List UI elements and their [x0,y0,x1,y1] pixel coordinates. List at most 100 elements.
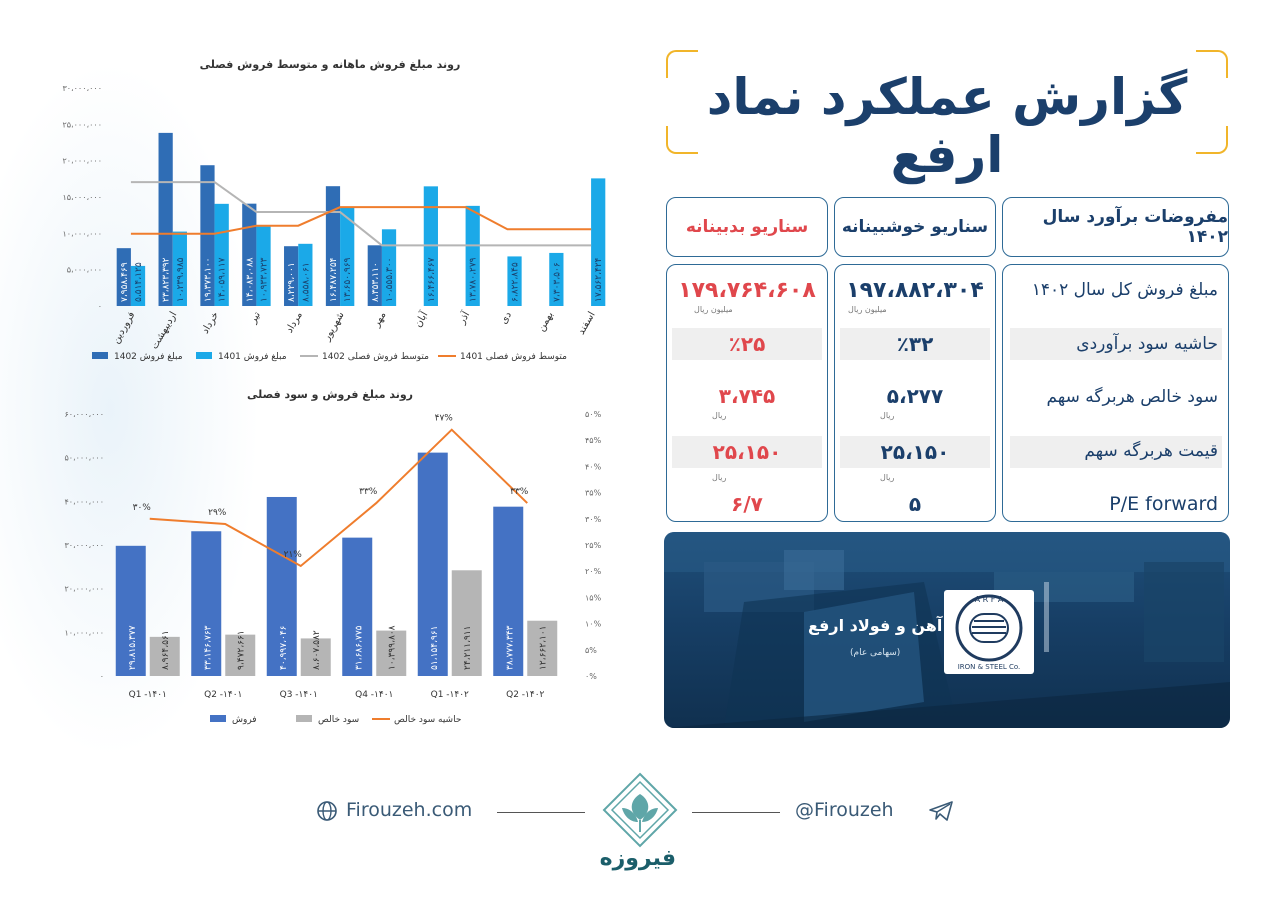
x-tick-label: Q4 -۱۴۰۱ [355,690,393,700]
bar-net-profit-label: ۸،۹۶۴،۵۶۱ [161,630,171,670]
x-tick-label: Q1 -۱۴۰۲ [431,690,469,700]
row-shade [672,436,822,468]
page-title: گزارش عملکرد نماد ارفع [706,68,1189,184]
y2-tick-label: ۴۰% [585,462,602,471]
bar-1402-label: ۲۳،۸۲۳،۳۹۲ [162,257,172,302]
bar-1401-label: ۱۴،۰۵۹،۱۱۷ [218,257,228,302]
margin-data-label: ۳۰% [133,503,152,513]
bar-1401-label: ۱۰،۹۳۳،۷۲۳ [260,257,270,302]
bar-1402-label: ۱۹،۳۷۳،۱۰۰ [203,258,213,302]
bar-sales-label: ۲۹،۸۱۵،۳۷۷ [128,625,138,670]
bar-1401-label: ۶،۸۲۲،۸۴۵ [511,262,521,302]
row-label-profit-margin: حاشیه سود برآوردی [1076,334,1218,354]
pessimistic-profit-margin: ٪۲۵ [728,332,766,356]
optimistic-profit-margin: ٪۳۲ [896,332,934,356]
bar-sales [417,452,448,676]
unit-label: ریال [712,411,727,420]
bar-net-profit-label: ۱۲،۶۶۲،۱۰۱ [538,626,548,670]
row-label-total-sales: مبلغ فروش کل سال ۱۴۰۲ [1031,280,1218,300]
margin-data-label: ۴۷% [435,414,454,424]
x-tick-label: Q2 -۱۴۰۱ [204,690,242,700]
legend-label: سود خالص [318,715,359,725]
bar-net-profit [527,620,558,676]
y-tick-label: ۵،۰۰۰،۰۰۰ [67,266,102,275]
bar-sales-label: ۳۸،۷۷۷،۳۴۳ [505,625,515,670]
logo-top-text: A R F A [975,595,1004,604]
divider [692,812,780,813]
bar-net-profit [376,630,407,676]
telegram-handle[interactable]: @Firouzeh [795,799,894,821]
row-shade [840,436,990,468]
x-tick-label: Q1 -۱۴۰۱ [129,690,167,700]
bar-1401-label: ۷،۳۰۳،۵۰۶ [552,262,562,302]
y2-tick-label: ۴۵% [585,436,602,445]
bar-1402 [284,246,299,306]
optimistic-total-sales: ۱۹۷،۸۸۲،۳۰۴ [846,278,984,303]
bar-net-profit-label: ۸،۶۰۷،۵۸۲ [312,630,322,670]
bar-1402 [200,165,215,306]
bar-1401 [381,229,397,306]
y-tick-label: ۱۰،۰۰۰،۰۰۰ [62,229,102,238]
chart-title: روند مبلغ فروش ماهانه و متوسط فروش فصلی [200,58,461,71]
y-tick-label: ۱۵،۰۰۰،۰۰۰ [62,193,102,202]
legend-label: فروش [232,715,257,725]
bar-1401-label: ۵،۵۱۴،۱۲۵ [134,262,144,302]
bar-sales-label: ۵۱،۱۵۴،۹۶۱ [430,626,440,670]
y-tick-label: ۱۰،۰۰۰،۰۰۰ [64,628,104,637]
unit-label: ریال [880,411,895,420]
y2-tick-label: ۲۰% [585,567,602,576]
bar-net-profit-label: ۹،۴۷۲،۶۶۱ [236,630,246,670]
row-shade [1010,328,1222,360]
bar-1402 [325,186,341,306]
x-tick-label: مرداد [284,310,305,335]
y2-tick-label: ۰% [585,672,597,681]
table-label-column [1002,264,1229,522]
arfa-logo-icon: A R F A IRON & STEEL Co. [955,594,1023,671]
y-tick-label: ۲۰،۰۰۰،۰۰۰ [62,157,102,166]
x-tick-label: شهریور [321,310,347,343]
margin-data-label: ۳۳% [510,487,529,497]
y-tick-label: ۴۰،۰۰۰،۰۰۰ [64,497,104,506]
optimistic-price: ۲۵،۱۵۰ [880,440,950,464]
bar-sales-label: ۴۰،۹۹۷،۰۴۶ [279,625,289,670]
bar-1402-label: ۸،۳۵۳،۱۱۰ [371,262,381,302]
legend-swatch [196,352,212,359]
bar-1401 [465,205,480,306]
chart-title: روند مبلغ فروش و سود فصلی [247,388,413,401]
x-tick-label: آبان [411,308,431,329]
unit-label: ریال [880,473,895,482]
bar-1401-label: ۸،۵۵۸،۰۶۱ [301,262,311,302]
bar-1402 [242,203,257,306]
x-tick-label: اسفند [576,310,598,337]
bar-sales [493,506,524,676]
firouzeh-logo-icon [602,772,678,848]
bar-net-profit [149,636,180,676]
pessimistic-eps: ۳،۷۴۵ [718,384,776,408]
header-optimistic: سناریو خوشبینانه [834,197,996,257]
x-tick-label: فروردین [111,310,138,346]
website-link[interactable]: Firouzeh.com [346,799,473,821]
margin-data-label: ۲۹% [208,508,227,518]
bar-1402-label: ۱۴،۰۸۳،۰۸۸ [245,257,255,302]
table-pessimistic-column [666,264,828,522]
legend-label: مبلغ فروش 1402 [114,352,183,362]
y2-tick-label: ۵۰% [585,410,602,419]
bar-sales-label: ۳۳،۱۴۶،۷۶۳ [203,625,213,670]
row-shade [1010,436,1222,468]
divider [497,812,585,813]
bar-1401-label: ۱۷،۵۶۲،۴۲۴ [594,257,604,302]
margin-data-label: ۳۳% [359,487,378,497]
x-tick-label: Q3 -۱۴۰۱ [280,690,318,700]
bar-1402-label: ۷،۹۵۸،۴۶۹ [120,262,130,302]
x-tick-label: مهر [371,310,389,330]
row-label-pe: P/E forward [1109,493,1218,515]
bar-1402 [367,245,382,306]
unit-label: ریال [712,473,727,482]
bar-1401 [298,243,313,306]
x-tick-label: دی [498,310,514,326]
row-shade [672,328,822,360]
bar-1401 [591,178,606,306]
x-tick-label: آذر [454,308,472,327]
y2-tick-label: ۲۵% [585,541,602,550]
bar-net-profit-label: ۲۴،۲۱۱،۹۱۱ [463,626,473,670]
